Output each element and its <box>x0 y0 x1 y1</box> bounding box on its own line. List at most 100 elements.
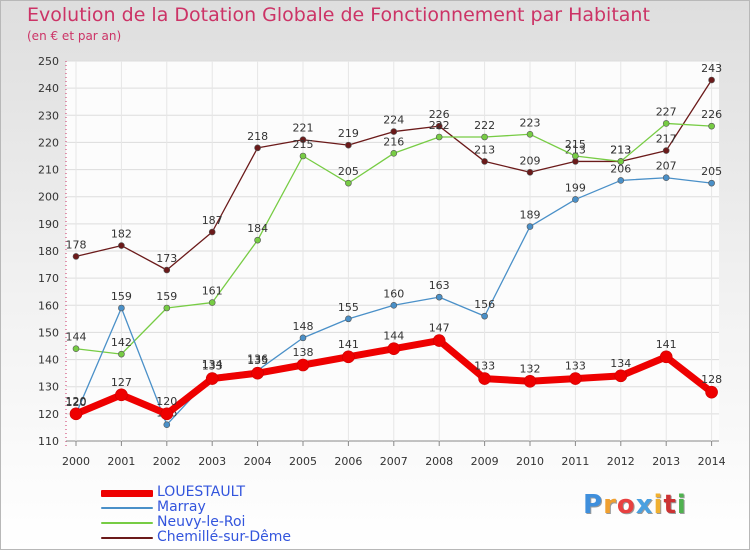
data-label-neuvy-le-roi: 222 <box>474 119 495 132</box>
data-point-louestault <box>296 358 310 372</box>
data-point-louestault <box>569 372 582 385</box>
y-tick-label: 110 <box>38 435 59 448</box>
data-point-chemill-sur-d-me <box>163 266 171 274</box>
x-tick-label: 2000 <box>62 455 90 468</box>
y-tick-label: 200 <box>38 191 59 204</box>
data-label-louestault: 147 <box>429 322 450 335</box>
legend-label: Marray <box>157 499 206 515</box>
data-point-marray <box>572 196 579 203</box>
data-label-neuvy-le-roi: 213 <box>610 143 631 156</box>
data-label-louestault: 141 <box>338 338 359 351</box>
legend-label: Chemillé-sur-Dême <box>157 529 291 545</box>
data-label-marray: 163 <box>429 279 450 292</box>
data-point-neuvy-le-roi <box>481 133 488 141</box>
data-label-neuvy-le-roi: 226 <box>701 108 722 121</box>
data-point-marray <box>299 334 307 342</box>
data-label-chemill-sur-d-me: 219 <box>338 127 359 140</box>
data-label-louestault: 120 <box>156 395 177 408</box>
data-point-marray <box>708 179 715 187</box>
x-tick-label: 2008 <box>425 455 453 468</box>
data-point-chemill-sur-d-me <box>526 168 534 176</box>
data-point-neuvy-le-roi <box>72 345 80 353</box>
data-point-louestault <box>69 407 83 421</box>
data-point-chemill-sur-d-me <box>299 136 307 144</box>
data-label-chemill-sur-d-me: 187 <box>202 214 223 227</box>
data-point-chemill-sur-d-me <box>254 144 261 152</box>
data-point-marray <box>435 293 443 301</box>
data-label-chemill-sur-d-me: 182 <box>111 228 132 241</box>
data-point-neuvy-le-roi <box>435 133 443 141</box>
data-point-marray <box>662 174 670 182</box>
data-label-marray: 120 <box>66 396 87 409</box>
data-point-louestault <box>705 385 718 399</box>
legend-swatch <box>101 522 153 524</box>
data-point-chemill-sur-d-me <box>345 141 352 149</box>
data-point-marray <box>617 177 625 184</box>
data-label-chemill-sur-d-me: 218 <box>247 130 268 143</box>
data-point-marray <box>481 312 488 320</box>
data-point-louestault <box>659 350 673 364</box>
data-point-neuvy-le-roi <box>345 179 352 187</box>
x-tick-label: 2010 <box>516 455 544 468</box>
proxiti-logo: Proxiti <box>583 490 687 520</box>
data-label-marray: 205 <box>701 165 722 178</box>
data-point-neuvy-le-roi <box>617 158 625 165</box>
data-label-louestault: 144 <box>383 330 404 343</box>
legend-label: LOUESTAULT <box>157 484 246 500</box>
chart-title: Evolution de la Dotation Globale de Fonc… <box>27 4 650 26</box>
data-point-chemill-sur-d-me <box>72 253 80 260</box>
data-label-chemill-sur-d-me: 178 <box>66 238 87 251</box>
data-point-chemill-sur-d-me <box>708 76 715 84</box>
data-point-louestault <box>523 374 537 388</box>
data-label-neuvy-le-roi: 215 <box>293 138 314 151</box>
data-point-chemill-sur-d-me <box>390 128 398 135</box>
data-point-louestault <box>251 366 264 380</box>
data-label-marray: 134 <box>202 358 223 371</box>
data-point-marray <box>163 421 171 429</box>
data-label-marray: 207 <box>656 160 677 173</box>
data-label-louestault: 133 <box>202 360 223 373</box>
y-tick-label: 150 <box>38 326 59 339</box>
data-label-marray: 136 <box>247 352 268 365</box>
x-tick-label: 2011 <box>561 455 589 468</box>
data-label-neuvy-le-roi: 222 <box>429 119 450 132</box>
data-label-neuvy-le-roi: 223 <box>520 116 541 129</box>
data-label-chemill-sur-d-me: 217 <box>656 133 677 146</box>
data-label-louestault: 128 <box>701 373 722 386</box>
legend-item: Neuvy-le-Roi <box>97 514 337 530</box>
data-point-louestault <box>115 388 128 402</box>
data-point-chemill-sur-d-me <box>662 147 670 154</box>
data-label-louestault: 135 <box>247 354 268 367</box>
data-point-louestault <box>342 350 355 364</box>
x-tick-label: 2012 <box>607 455 635 468</box>
data-label-louestault: 127 <box>111 376 132 389</box>
y-tick-label: 210 <box>38 164 59 177</box>
data-label-chemill-sur-d-me: 209 <box>520 154 541 167</box>
data-point-louestault <box>387 342 401 356</box>
data-point-marray <box>390 301 398 309</box>
data-point-neuvy-le-roi <box>208 299 216 306</box>
data-point-louestault <box>432 334 446 347</box>
legend-swatch <box>101 490 153 497</box>
data-point-louestault <box>614 369 628 383</box>
data-point-neuvy-le-roi <box>662 120 670 127</box>
data-point-neuvy-le-roi <box>299 152 307 160</box>
y-tick-label: 250 <box>38 55 59 68</box>
data-point-louestault <box>478 372 491 385</box>
data-point-neuvy-le-roi <box>254 236 261 244</box>
chart-subtitle: (en € et par an) <box>27 29 122 43</box>
data-point-chemill-sur-d-me <box>435 122 443 130</box>
data-label-neuvy-le-roi: 227 <box>656 105 677 118</box>
y-tick-label: 190 <box>38 218 59 231</box>
data-point-neuvy-le-roi <box>526 130 534 138</box>
data-label-neuvy-le-roi: 161 <box>202 285 223 298</box>
data-label-louestault: 138 <box>293 346 314 359</box>
legend-item: Marray <box>97 499 337 515</box>
data-label-chemill-sur-d-me: 243 <box>701 62 722 75</box>
x-tick-label: 2013 <box>652 455 680 468</box>
data-label-neuvy-le-roi: 205 <box>338 165 359 178</box>
data-label-louestault: 132 <box>520 362 541 375</box>
x-tick-label: 2009 <box>471 455 499 468</box>
x-tick-label: 2007 <box>380 455 408 468</box>
